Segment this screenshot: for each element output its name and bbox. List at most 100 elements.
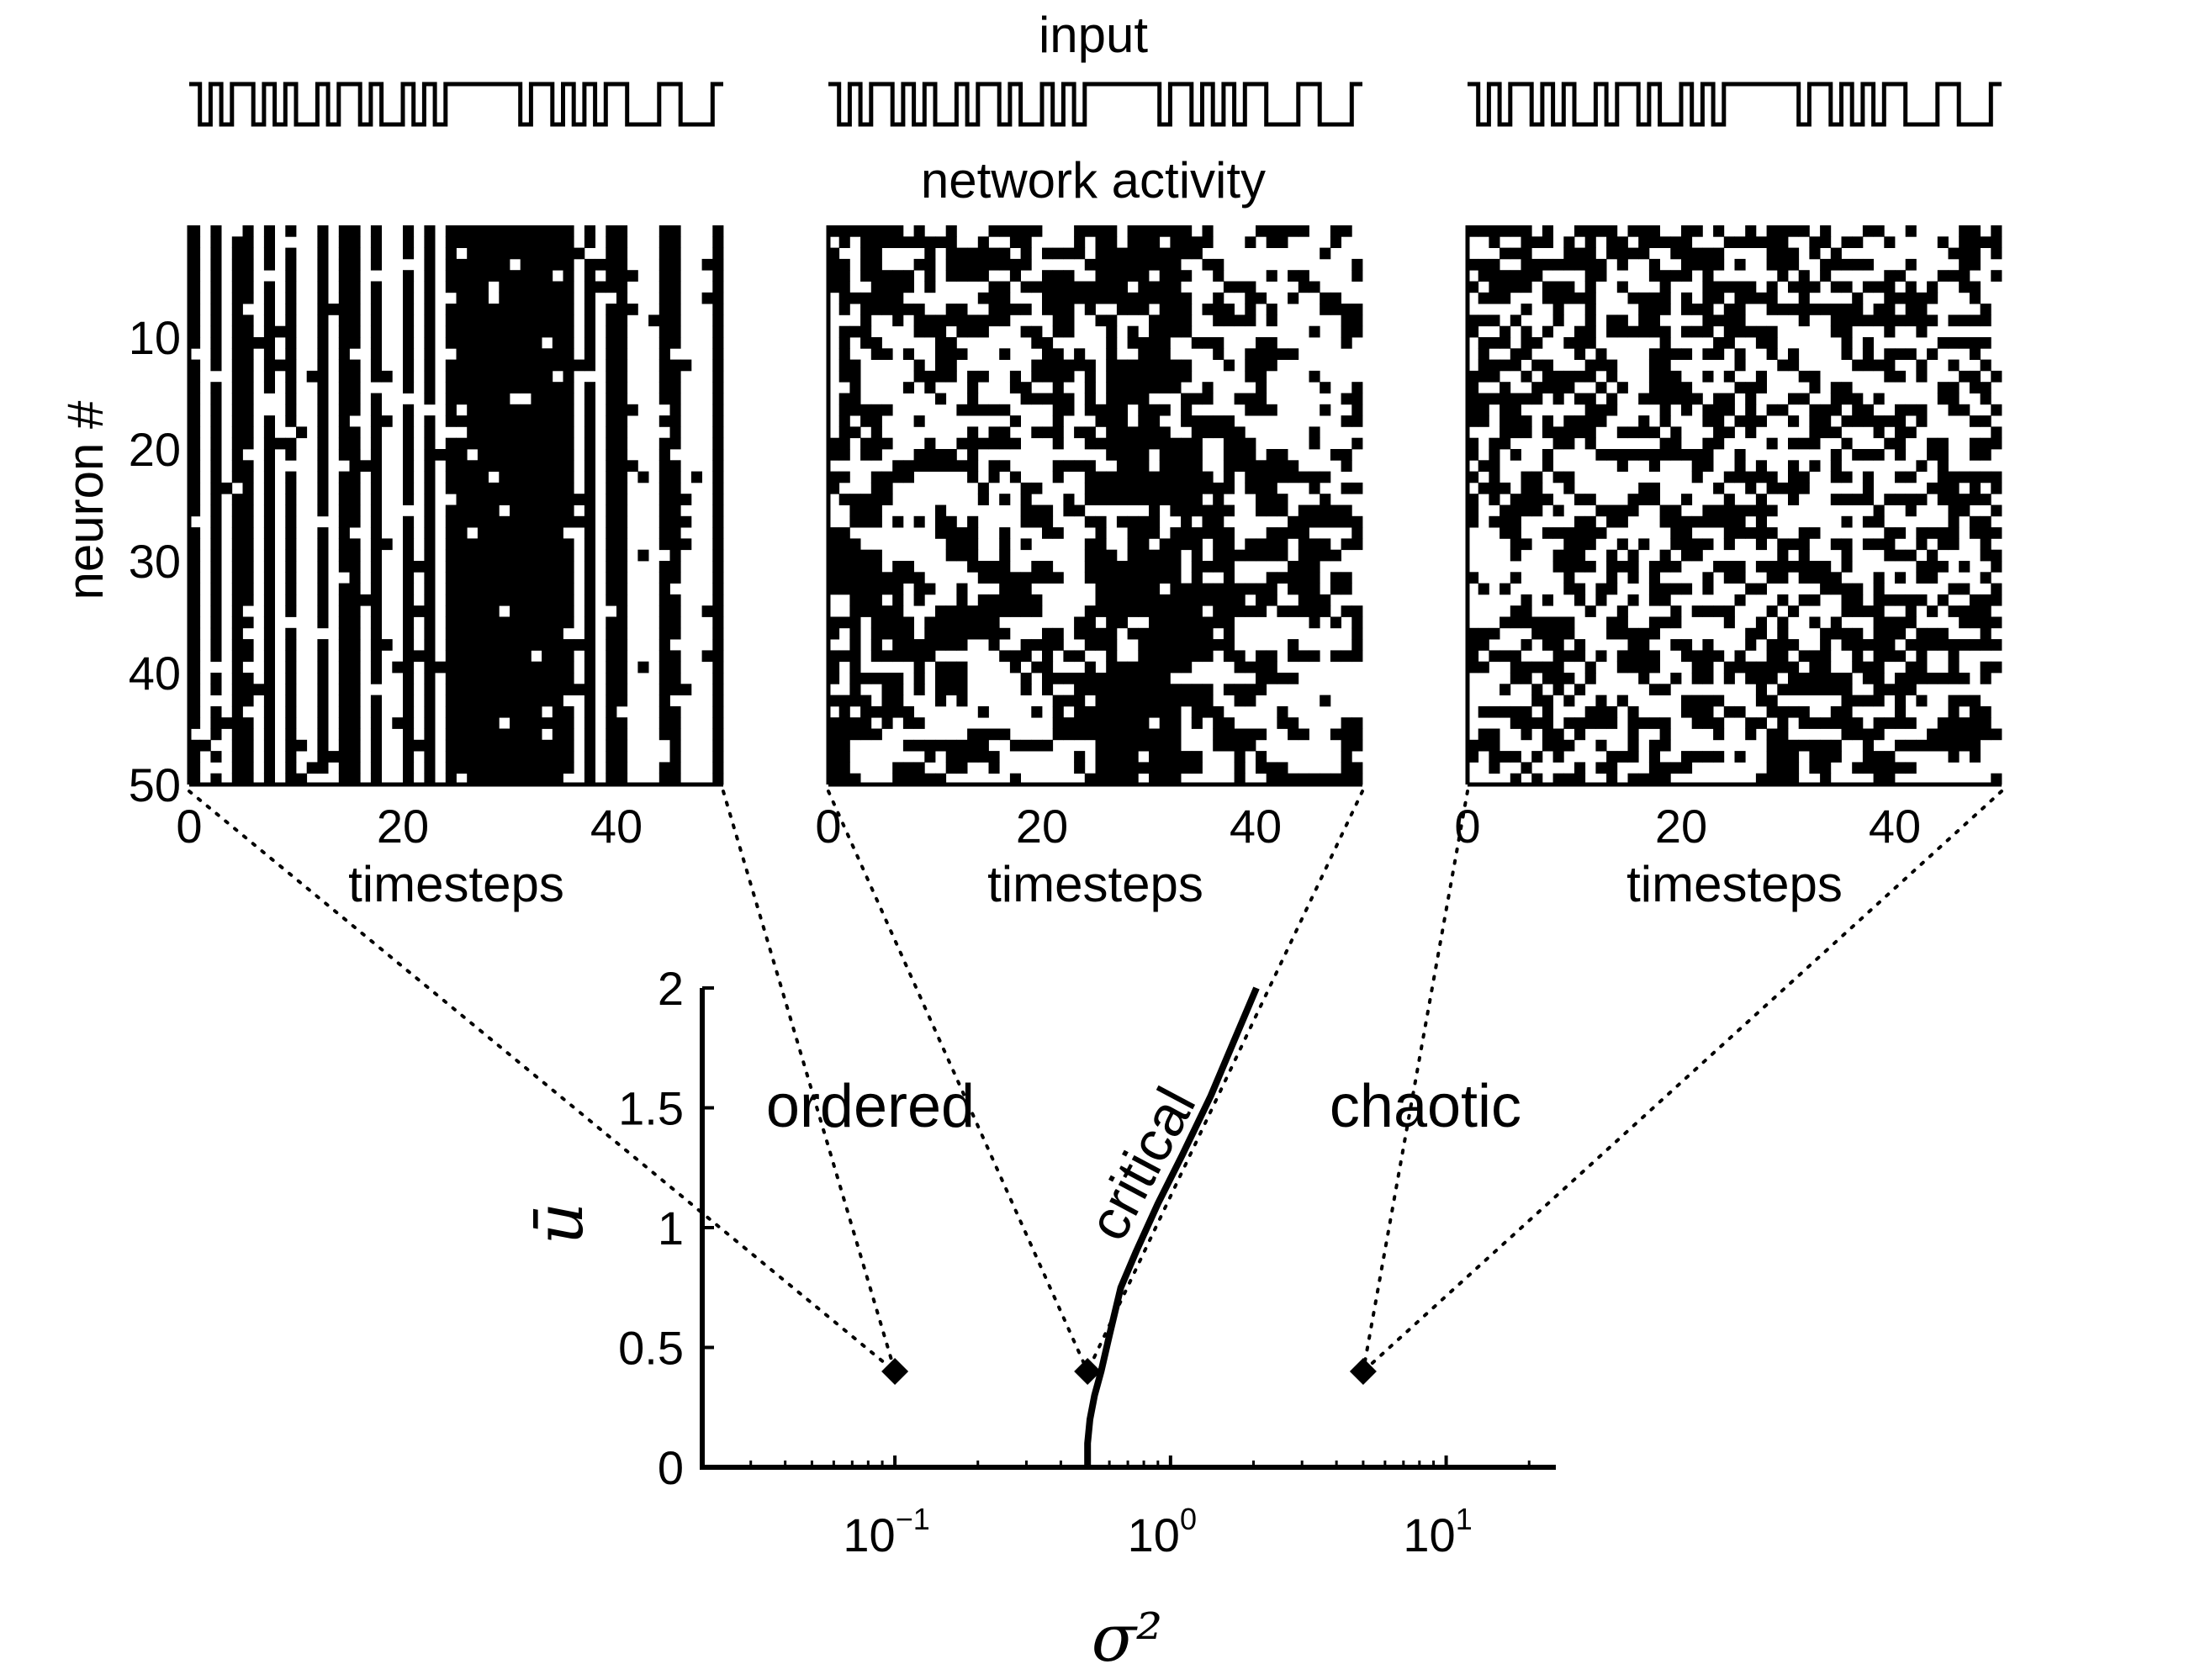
spike-cell xyxy=(1095,549,1107,562)
spike-cell xyxy=(1659,449,1671,461)
spike-cell xyxy=(1052,281,1064,293)
spike-cell xyxy=(658,594,670,606)
spike-cell xyxy=(317,270,329,282)
spike-cell xyxy=(988,426,1000,439)
spike-cell xyxy=(189,673,201,684)
spike-cell xyxy=(542,527,553,539)
spike-cell xyxy=(913,717,925,729)
spike-cell xyxy=(1084,572,1096,584)
spike-cell xyxy=(967,460,979,472)
spike-cell xyxy=(1959,605,1970,617)
spike-cell xyxy=(520,460,532,472)
spike-cell xyxy=(1862,538,1874,551)
spike-cell xyxy=(1616,426,1628,439)
spike-cell xyxy=(1309,515,1320,528)
spike-cell xyxy=(1277,225,1288,237)
spike-cell xyxy=(285,751,297,763)
spike-cell xyxy=(712,661,724,674)
spike-cell xyxy=(1584,270,1596,282)
spike-cell xyxy=(1755,337,1767,349)
spike-cell xyxy=(849,515,861,528)
spike-cell xyxy=(1755,460,1767,472)
spike-cell xyxy=(210,527,222,539)
spike-cell xyxy=(1266,594,1277,606)
spike-cell xyxy=(424,739,436,752)
spike-cell xyxy=(584,684,595,695)
spike-cell xyxy=(1277,605,1288,617)
spike-cell xyxy=(1991,471,2002,483)
spike-cell xyxy=(1084,705,1096,718)
spike-cell xyxy=(317,605,329,617)
spike-cell xyxy=(285,705,297,718)
spike-cell xyxy=(1542,292,1553,304)
spike-cell xyxy=(1106,561,1118,573)
spike-cell xyxy=(1127,684,1139,695)
spike-cell xyxy=(499,673,510,684)
spike-cell xyxy=(870,281,882,293)
spike-cell xyxy=(712,393,724,405)
spike-cell xyxy=(1809,236,1821,248)
spike-cell xyxy=(1627,449,1639,461)
spike-cell xyxy=(338,661,350,674)
spike-cell xyxy=(1766,762,1778,774)
spike-cell xyxy=(1266,549,1277,562)
spike-cell xyxy=(574,359,585,372)
spike-cell xyxy=(870,415,882,427)
spike-cell xyxy=(552,494,563,505)
spike-cell xyxy=(1563,527,1575,539)
spike-cell xyxy=(1755,673,1767,684)
spike-cell xyxy=(189,449,201,461)
spike-cell xyxy=(1116,437,1128,450)
spike-cell xyxy=(231,304,243,315)
spike-cell xyxy=(1713,225,1725,237)
spike-cell xyxy=(1127,549,1139,562)
spike-cell xyxy=(1884,281,1896,293)
spike-cell xyxy=(349,762,361,774)
spike-cell xyxy=(1681,393,1693,405)
spike-cell xyxy=(1531,482,1543,494)
spike-cell xyxy=(1905,684,1917,695)
spike-cell xyxy=(1681,515,1693,528)
spike-cell xyxy=(338,225,350,237)
spike-cell xyxy=(1841,728,1853,741)
spike-cell xyxy=(552,281,563,293)
spike-cell xyxy=(1245,695,1256,707)
spike-cell xyxy=(1116,751,1128,763)
spike-cell xyxy=(1266,314,1277,327)
spike-cell xyxy=(1499,583,1511,595)
spike-cell xyxy=(1499,359,1511,372)
spike-cell xyxy=(584,583,595,595)
spike-cell xyxy=(1127,739,1139,752)
spike-cell xyxy=(1648,762,1660,774)
spike-cell xyxy=(1777,549,1789,562)
spike-cell xyxy=(1606,314,1618,327)
spike-cell xyxy=(1948,583,1960,595)
spike-cell xyxy=(892,236,904,248)
spike-cell xyxy=(1723,337,1735,349)
spike-cell xyxy=(1884,684,1896,695)
spike-cell xyxy=(616,449,628,461)
spike-cell xyxy=(1288,572,1299,584)
spike-cell xyxy=(1755,561,1767,573)
spike-cell xyxy=(467,695,479,707)
spike-cell xyxy=(1213,717,1224,729)
spike-cell xyxy=(1149,728,1161,741)
spike-cell xyxy=(849,292,861,304)
spike-cell xyxy=(1969,449,1981,461)
spike-cell xyxy=(1638,393,1650,405)
regime-point-chaotic xyxy=(1349,1358,1377,1385)
spike-cell xyxy=(669,270,681,282)
spike-cell xyxy=(231,449,243,461)
spike-cell xyxy=(445,393,457,405)
spike-cell xyxy=(870,583,882,595)
spike-cell xyxy=(1552,773,1564,785)
spike-cell xyxy=(370,393,382,405)
region-label-critical: critical xyxy=(1076,1077,1209,1250)
spike-cell xyxy=(210,292,222,304)
spike-cell xyxy=(531,281,542,293)
spike-cell xyxy=(1969,337,1981,349)
spike-cell xyxy=(1042,673,1054,684)
spike-cell xyxy=(1691,717,1703,729)
spike-cell xyxy=(1552,639,1564,651)
spike-cell xyxy=(1659,382,1671,394)
